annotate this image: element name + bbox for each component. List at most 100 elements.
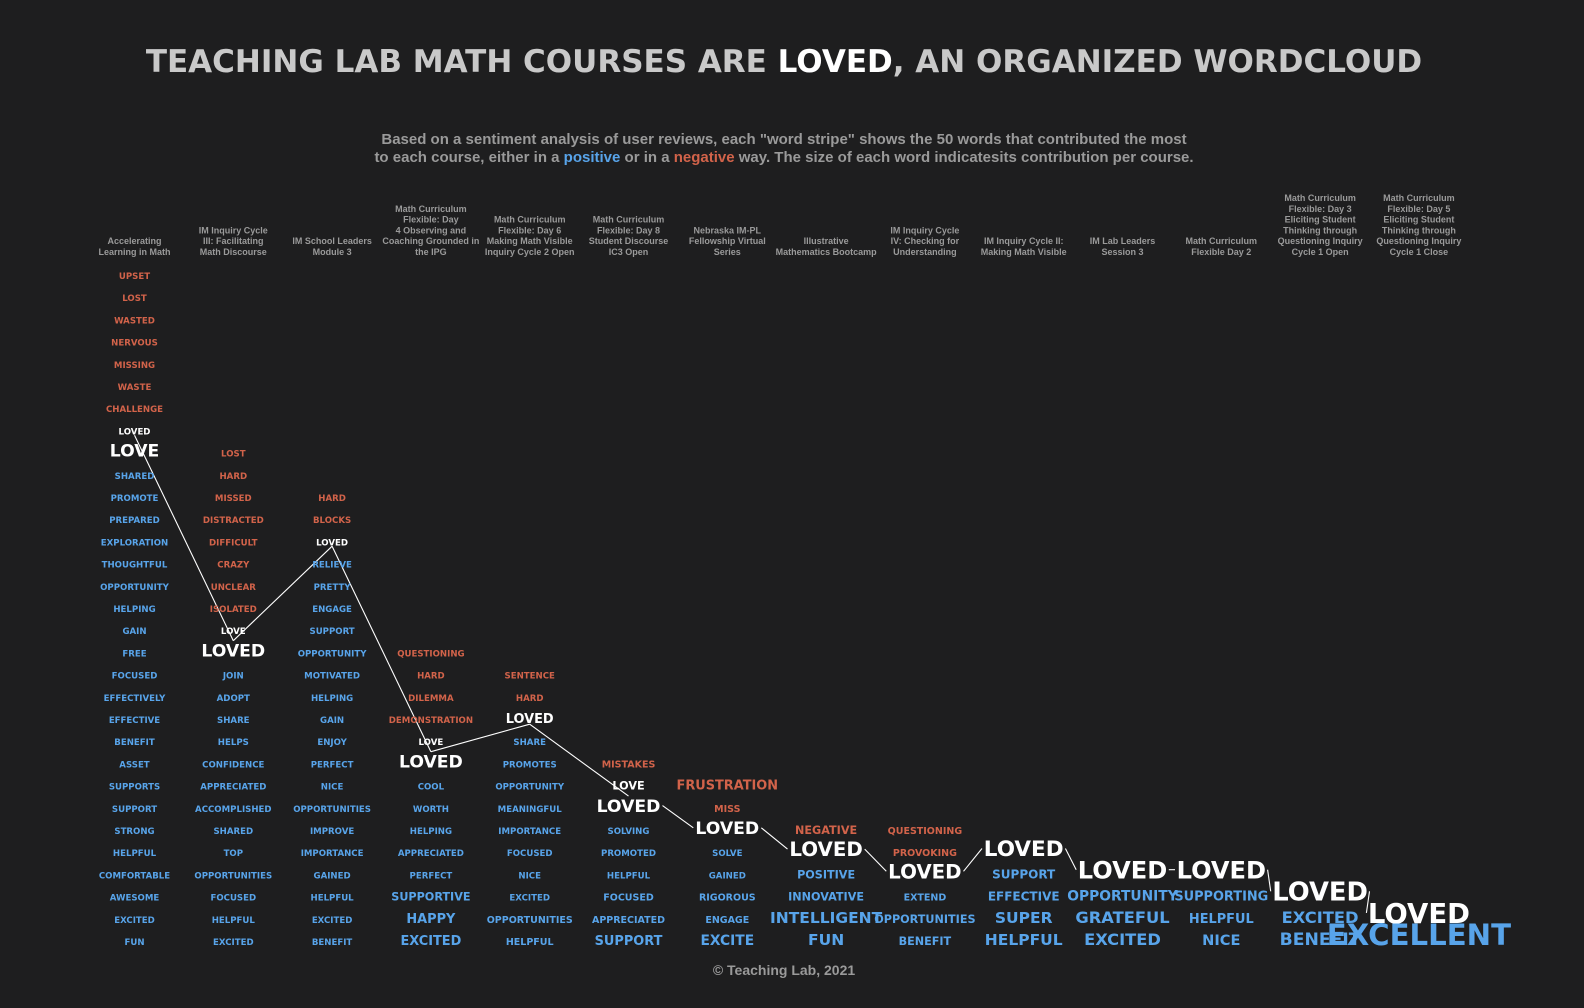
word-loved: LOVED [316, 538, 348, 548]
word-pos: ASSET [119, 760, 150, 770]
word-pos: SHARE [513, 738, 546, 748]
word-loved: LOVED [984, 837, 1064, 862]
course-header-line: 4 Observing and [396, 225, 467, 235]
word-neg: MISTAKES [602, 759, 656, 770]
course-header-line: Thinking through [1283, 225, 1357, 235]
word-pos: FOCUSED [507, 849, 553, 859]
word-pos: CONFIDENCE [202, 760, 264, 770]
loved-connector-line [963, 848, 983, 872]
course-header-line: Understanding [893, 247, 957, 257]
word-pos: PREPARED [109, 516, 160, 526]
word-loved: LOVED [1177, 856, 1266, 884]
word-pos: EXCITED [1084, 930, 1161, 949]
word-pos: IMPORTANCE [301, 849, 364, 859]
word-pos: GAIN [122, 627, 146, 637]
course-header-line: Cycle 1 Close [1390, 247, 1449, 257]
subtitle-negative: negative [673, 149, 735, 166]
word-pos: FREE [122, 649, 146, 659]
word-pos: OPPORTUNITY [298, 649, 368, 659]
word-pos: RELIEVE [312, 561, 352, 571]
course-header-line: Math Curriculum [593, 215, 665, 225]
course-header-line: Thinking through [1382, 225, 1456, 235]
course-header-line: IM Inquiry Cycle [890, 225, 959, 235]
word-loved: LOVED [201, 641, 265, 661]
word-pos: ADOPT [217, 694, 250, 704]
word-loved: LOVED [888, 860, 961, 883]
word-pos: SHARE [217, 716, 250, 726]
subtitle-line-1: Based on a sentiment analysis of user re… [381, 131, 1187, 148]
loved-connector-line [232, 545, 333, 642]
word-pos: JOIN [222, 672, 244, 682]
word-pos: STRONG [114, 827, 154, 837]
course-header-line: Flexible: Day 5 [1387, 204, 1450, 214]
word-pos: PRETTY [314, 583, 352, 593]
word-pos: HELPFUL [1189, 912, 1254, 927]
word-neg: QUESTIONING [888, 826, 963, 837]
word-pos: OPPORTUNITY [1067, 889, 1178, 905]
title-highlight: LOVED [777, 44, 893, 80]
course-header-line: Cycle 1 Open [1292, 247, 1349, 257]
course-header-line: Series [714, 247, 741, 257]
title-post: , AN ORGANIZED WORDCLOUD [892, 44, 1423, 80]
word-pos: FOCUSED [112, 672, 158, 682]
course-header-line: the IPG [415, 247, 447, 257]
word-pos: PROMOTE [111, 494, 159, 504]
word-pos: COMFORTABLE [99, 871, 170, 881]
word-pos: APPRECIATED [200, 783, 266, 793]
word-pos: ACCOMPLISHED [195, 805, 271, 815]
word-pos: HELPFUL [113, 849, 157, 859]
word-pos: GAINED [709, 871, 746, 881]
course-header-line: Questioning Inquiry [1376, 236, 1461, 246]
course-header-line: Making Math Visible [981, 247, 1067, 257]
word-neg: FRUSTRATION [677, 779, 779, 794]
word-loved: LOVED [506, 712, 554, 727]
course-header-line: Student Discourse [589, 236, 669, 246]
word-neg: MISSED [215, 494, 252, 504]
word-pos: SUPPORT [310, 627, 355, 637]
word-loved: LOVED [789, 838, 862, 861]
word-pos: MOTIVATED [304, 672, 360, 682]
word-pos: SUPPORT [992, 867, 1056, 881]
word-pos: SUPPORTIVE [391, 891, 470, 904]
course-header-line: IM Inquiry Cycle II: [984, 236, 1064, 246]
word-pos: FOCUSED [603, 893, 654, 904]
loved-connector-line [864, 848, 887, 872]
course-header-line: Eliciting Student [1285, 215, 1356, 225]
loved-connector-line [134, 434, 234, 641]
word-pos: EXTEND [904, 893, 947, 904]
word-pos: EXCELLENT [1327, 918, 1511, 952]
word-neg: CRAZY [217, 561, 250, 571]
word-loved: LOVED [597, 797, 661, 817]
word-pos: EXCITE [700, 933, 754, 949]
word-pos: EFFECTIVE [109, 716, 160, 726]
word-pos: COOL [418, 783, 445, 793]
word-pos: RIGOROUS [699, 893, 756, 904]
word-neg: DILEMMA [408, 694, 454, 704]
word-neg: BLOCKS [313, 516, 351, 526]
course-header-line: Eliciting Student [1383, 215, 1454, 225]
word-pos: EXCITED [509, 894, 550, 904]
word-neg: WASTE [118, 383, 152, 393]
subtitle-line-2-post: way. The size of each word indicatesits … [734, 149, 1194, 166]
word-pos: HELPING [410, 827, 452, 837]
word-loved: LOVED [399, 752, 463, 772]
word-pos: EXCITED [1282, 908, 1359, 927]
word-pos: OPPORTUNITIES [487, 915, 573, 926]
word-pos: FOCUSED [210, 894, 256, 904]
word-pos: SUPPORT [112, 805, 157, 815]
word-neg: LOST [221, 450, 246, 460]
course-header-line: Flexible Day 2 [1191, 247, 1251, 257]
word-neg: CHALLENGE [106, 405, 163, 415]
subtitle-line-2-pre: to each course, either in a [374, 149, 564, 166]
word-loved: LOVE [419, 738, 444, 748]
word-pos: BENEFIT [899, 935, 952, 948]
word-loved: LOVED [119, 427, 151, 437]
course-header-line: IM Inquiry Cycle [199, 225, 268, 235]
